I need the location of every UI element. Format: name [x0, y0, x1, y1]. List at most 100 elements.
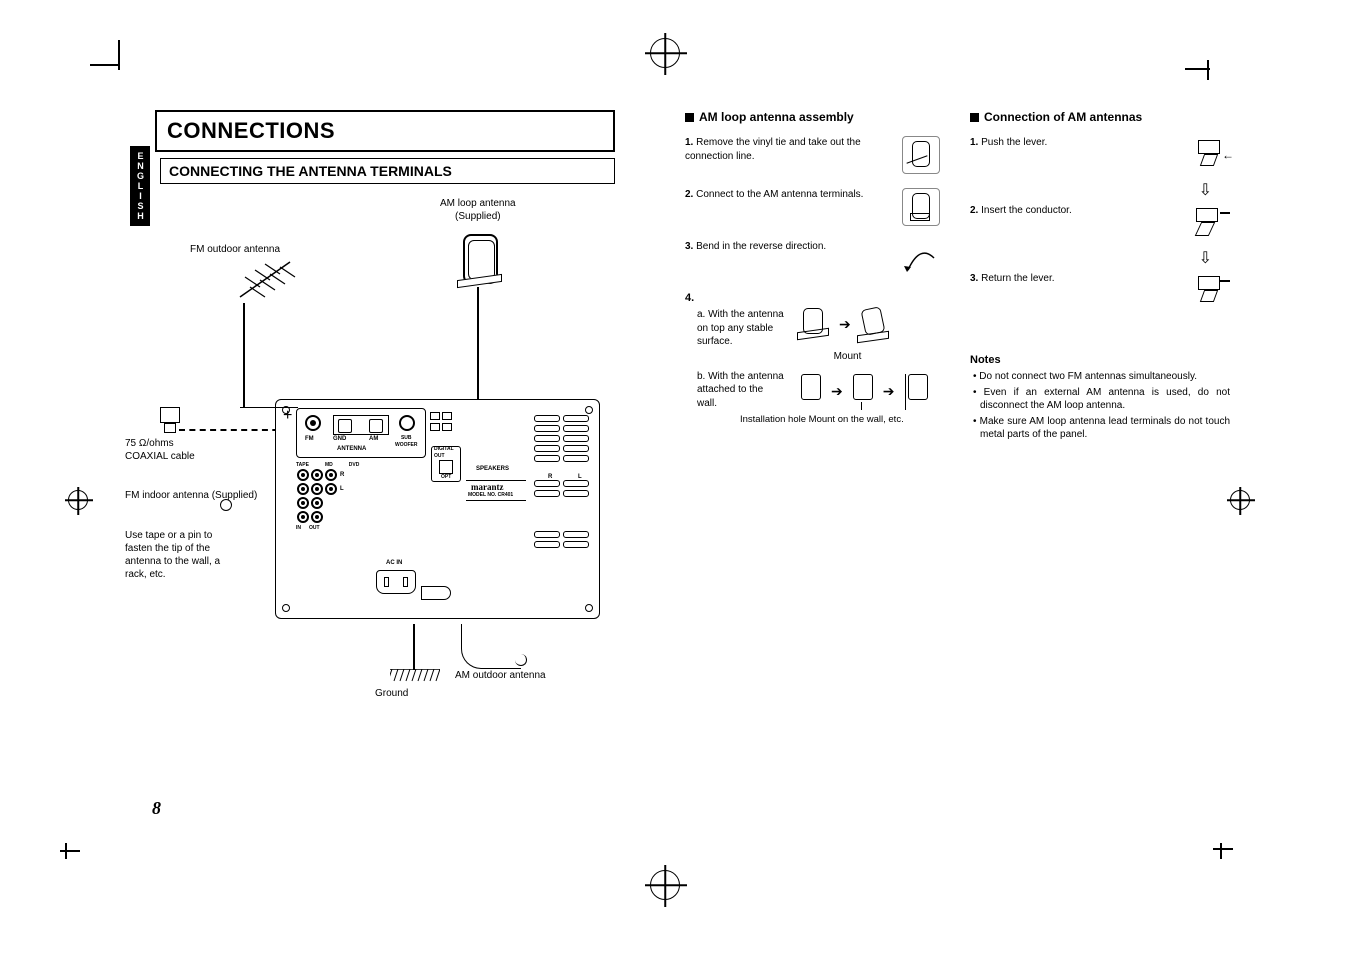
- label-dvd: DVD: [349, 462, 360, 468]
- label-sub: SUB WOOFER: [395, 435, 418, 448]
- page-number: 8: [152, 798, 161, 819]
- arrow-icon: ➔: [839, 316, 851, 333]
- step-4a-text: a. With the antenna on top any stable su…: [685, 308, 785, 349]
- arrow-icon: ➔: [883, 383, 895, 400]
- ac-inlet: [376, 570, 416, 594]
- arrow-icon: ➔: [831, 383, 843, 400]
- step-text: 3. Bend in the reverse direction.: [685, 240, 894, 254]
- right-columns: AM loop antenna assembly 1. Remove the v…: [685, 110, 1230, 444]
- step-text: 3. Return the lever.: [970, 272, 1184, 286]
- fm-outdoor-lead: [240, 407, 298, 408]
- crop-mark: [60, 850, 80, 852]
- step-4-label: 4.: [685, 292, 940, 304]
- fm-outdoor-antenna-icon: [230, 257, 310, 307]
- conn-step-3: 3. Return the lever.: [970, 272, 1230, 310]
- conn-step-2: 2. Insert the conductor.: [970, 204, 1230, 242]
- language-tab: ENGLISH: [130, 146, 150, 226]
- mount-on-surface-icon: [857, 308, 893, 340]
- step-3-icon: [902, 240, 940, 278]
- bullet-icon: [970, 113, 979, 122]
- column-am-connection: Connection of AM antennas 1. Push the le…: [970, 110, 1230, 444]
- remote-jacks: [430, 412, 460, 431]
- label-ground: Ground: [375, 687, 408, 700]
- heading-text: Connection of AM antennas: [984, 110, 1142, 124]
- step-2-icon: [902, 188, 940, 226]
- column-am-assembly: AM loop antenna assembly 1. Remove the v…: [685, 110, 940, 444]
- connection-diagram: AM loop antenna (Supplied) FM outdoor an…: [165, 209, 655, 709]
- antenna-term-block: [333, 415, 389, 435]
- label-tape: TAPE: [296, 462, 309, 468]
- terminal-push-icon: ←: [1192, 136, 1230, 174]
- note-item: Do not connect two FM antennas simultane…: [980, 370, 1230, 384]
- wall-mounted-icon: [900, 374, 928, 410]
- step-text: 1. Remove the vinyl tie and take out the…: [685, 136, 894, 163]
- fm-t-connector-icon: [160, 407, 180, 423]
- registration-mark: [650, 38, 680, 68]
- label-gnd: GND: [333, 436, 346, 444]
- label-out: OUT: [309, 525, 320, 531]
- ground-rod: [413, 624, 415, 670]
- am-outdoor-wire: [461, 624, 521, 669]
- step-3: 3. Bend in the reverse direction.: [685, 240, 940, 278]
- step-4b-text: b. With the antenna attached to the wall…: [685, 370, 785, 411]
- crop-mark: [118, 40, 120, 70]
- registration-mark: [68, 490, 88, 510]
- label-model: MODEL NO. CR401: [468, 492, 513, 499]
- fm-feed-line: [243, 303, 245, 408]
- wall-screw-icon: [849, 374, 877, 410]
- crop-mark: [1220, 843, 1222, 859]
- step-1-icon: [902, 136, 940, 174]
- label-coax: 75 Ω/ohms COAXIAL cable: [125, 437, 195, 463]
- mount-flat-icon: [797, 308, 833, 340]
- label-opt: OPT: [441, 474, 451, 481]
- label-fm-outdoor: FM outdoor antenna: [190, 243, 280, 256]
- rear-panel: + FM GND AM ANTENNA SUB WOOFER: [275, 399, 600, 619]
- heading-am-connection: Connection of AM antennas: [970, 110, 1230, 124]
- digital-out-block: DIGITAL OUT OPT: [431, 446, 461, 482]
- language-label: ENGLISH: [136, 151, 145, 221]
- registration-mark: [1230, 490, 1250, 510]
- label-digital-out: DIGITAL OUT: [434, 446, 454, 459]
- label-in: IN: [296, 525, 301, 531]
- fm-t-connector-icon: [164, 423, 176, 433]
- label-fm-indoor: FM indoor antenna (Supplied): [125, 489, 257, 502]
- crop-mark: [1213, 848, 1233, 850]
- label-antenna: ANTENNA: [337, 446, 366, 454]
- label-tape-note: Use tape or a pin to fasten the tip of t…: [125, 529, 225, 581]
- label-ac-in: AC IN: [386, 560, 402, 568]
- notes-list: Do not connect two FM antennas simultane…: [970, 370, 1230, 442]
- fm-indoor-plug-icon: [220, 499, 232, 511]
- label-am-loop: AM loop antenna (Supplied): [440, 197, 516, 223]
- subwoofer-jack: [399, 415, 415, 431]
- note-item: Make sure AM loop antenna lead terminals…: [980, 415, 1230, 442]
- bullet-icon: [685, 113, 694, 122]
- brand-line: [466, 480, 526, 481]
- notes-heading: Notes: [970, 354, 1230, 366]
- step-4a-icons: ➔: [797, 308, 940, 340]
- wall-antenna-icon: [797, 374, 825, 410]
- conn-step-1: 1. Push the lever. ←: [970, 136, 1230, 174]
- rear-screw-br: [585, 604, 593, 612]
- step-text: 2. Insert the conductor.: [970, 204, 1184, 218]
- main-title: CONNECTIONS: [155, 110, 615, 152]
- rca-section: TAPE MD DVD R L IN OUT: [296, 462, 396, 531]
- label-l: L: [340, 486, 344, 492]
- step-4b-icons: ➔ ➔: [797, 374, 940, 410]
- fm-jack-inner: [310, 420, 316, 426]
- terminal-insert-icon: [1192, 204, 1230, 242]
- label-r: R: [340, 472, 344, 478]
- antenna-wire: [477, 287, 479, 407]
- antenna-section: FM GND AM ANTENNA SUB WOOFER: [296, 408, 426, 458]
- label-md: MD: [325, 462, 333, 468]
- brand-line2: [466, 500, 526, 501]
- mount-caption: Mount: [755, 351, 940, 362]
- registration-mark: [650, 870, 680, 900]
- page-content: ENGLISH CONNECTIONS CONNECTING THE ANTEN…: [155, 110, 1205, 709]
- ground-hatch: [390, 669, 440, 684]
- heading-text: AM loop antenna assembly: [699, 110, 854, 124]
- speaker-terminals: [534, 412, 589, 551]
- crop-mark: [1207, 60, 1209, 80]
- label-am-outdoor: AM outdoor antenna: [455, 669, 546, 682]
- crop-mark: [65, 843, 67, 859]
- opt-jack: [439, 460, 453, 474]
